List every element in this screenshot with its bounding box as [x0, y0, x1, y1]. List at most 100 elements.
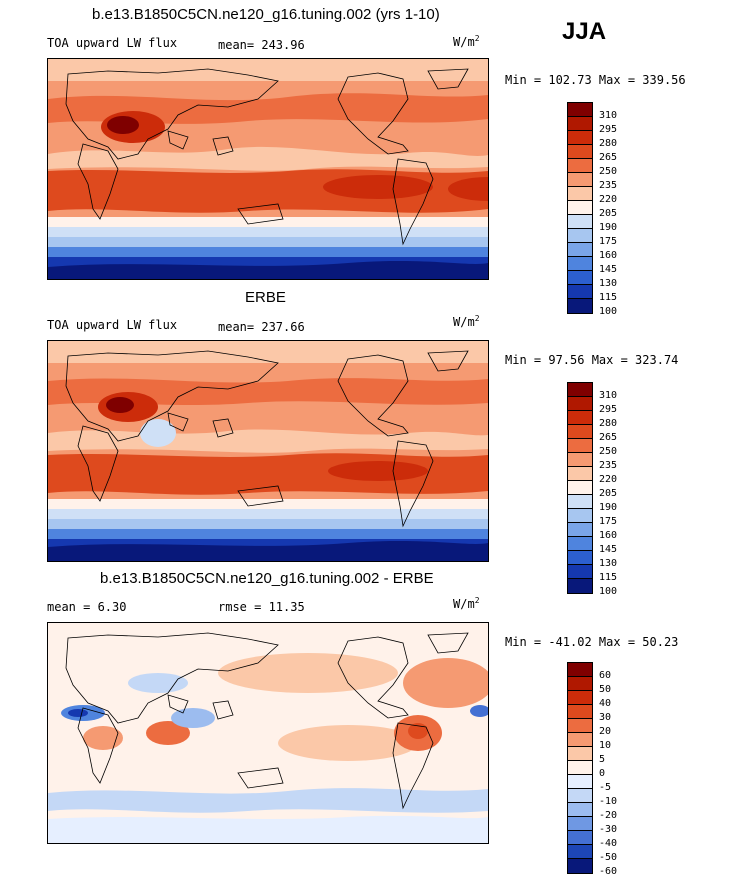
- panel1-band-145: [48, 247, 488, 257]
- panel2-itcz-band: [48, 429, 488, 453]
- panel3-swatch-50: [568, 677, 592, 691]
- panel2-level-label: 130: [599, 558, 618, 569]
- panel3-level-label: 0: [599, 768, 606, 779]
- panel3-level-label: -50: [599, 852, 618, 863]
- panel2-colorbar-labels: 310 295 280 265 250 235 220 205 190 175 …: [599, 389, 617, 599]
- panel3-level-label: -20: [599, 810, 618, 821]
- panel2-swatch-175: [568, 509, 592, 523]
- panel1-title: b.e13.B1850C5CN.ne120_g16.tuning.002 (yr…: [92, 6, 440, 23]
- panel3-swatch-10: [568, 733, 592, 747]
- panel2-band-190: [48, 509, 488, 519]
- panel3-level-label: 20: [599, 726, 612, 737]
- panel2-level-label: 160: [599, 530, 618, 541]
- panel2-coastlines: [65, 350, 469, 528]
- panel2-colorbar: [567, 382, 593, 594]
- panel1-arctic-band: [48, 59, 488, 81]
- panel2-title: ERBE: [245, 289, 286, 306]
- panel2-sahara-core: [106, 397, 134, 413]
- panel1-swatch-235: [568, 173, 592, 187]
- panel1-swatch-100: [568, 299, 592, 313]
- panel3-swatch-0: [568, 761, 592, 775]
- panel3-swatch-neg40: [568, 831, 592, 845]
- panel3-colorbar: [567, 662, 593, 874]
- panel1-swatch-220: [568, 187, 592, 201]
- panel2-band-175: [48, 519, 488, 529]
- panel2-variable-label: TOA upward LW flux: [47, 318, 178, 332]
- panel3-swatch-neg20: [568, 803, 592, 817]
- panel2-swatch-190: [568, 495, 592, 509]
- panel2-map: [47, 340, 489, 562]
- panel1-level-label: 205: [599, 208, 618, 219]
- panel3-level-label: -10: [599, 796, 618, 807]
- panel1-sahara-core: [107, 116, 139, 134]
- panel1-level-label: 250: [599, 166, 618, 177]
- panel2-pacific-max: [328, 461, 428, 481]
- panel2-swatch-205: [568, 481, 592, 495]
- panel1-swatch-250: [568, 159, 592, 173]
- panel3-colorbar-labels: 60 50 40 30 20 10 5 0 -5 -10 -20 -30 -40…: [599, 669, 617, 879]
- panel1-variable-label: TOA upward LW flux: [47, 36, 178, 50]
- panel1-minmax: Min = 102.73 Max = 339.56: [505, 73, 686, 87]
- panel1-antarctic-core: [48, 261, 488, 279]
- panel2-units: W/m2: [453, 314, 480, 329]
- panel2-swatch-295: [568, 397, 592, 411]
- panel2-level-label: 205: [599, 488, 618, 499]
- panel1-swatch-295: [568, 117, 592, 131]
- panel1-level-label: 190: [599, 222, 618, 233]
- panel3-map: [47, 622, 489, 844]
- panel3-swatch-neg30: [568, 817, 592, 831]
- panel3-mean-label: mean = 6.30: [47, 600, 127, 614]
- panel3-level-label: -60: [599, 866, 618, 877]
- panel1-colorbar: [567, 102, 593, 314]
- panel2-mean-label: mean= 237.66: [218, 320, 305, 334]
- panel3-level-label: -30: [599, 824, 618, 835]
- panel3-indian-pos: [146, 721, 190, 745]
- panel1-swatch-175: [568, 229, 592, 243]
- panel2-swatch-220: [568, 467, 592, 481]
- panel1-swatch-280: [568, 131, 592, 145]
- panel1-swatch-190: [568, 215, 592, 229]
- panel3-north-atlantic: [403, 658, 488, 708]
- panel3-swatch-5: [568, 747, 592, 761]
- panel3-level-label: 50: [599, 684, 612, 695]
- panel2-level-label: 250: [599, 446, 618, 457]
- panel3-atlantic-neg: [470, 705, 488, 717]
- panel1-pacific-max: [323, 175, 433, 199]
- panel3-level-label: 30: [599, 712, 612, 723]
- panel3-minmax: Min = -41.02 Max = 50.23: [505, 635, 679, 649]
- panel1-level-label: 100: [599, 306, 618, 317]
- panel2-level-label: 265: [599, 432, 618, 443]
- panel1-level-label: 175: [599, 236, 618, 247]
- panel2-minmax: Min = 97.56 Max = 323.74: [505, 353, 679, 367]
- panel3-southern-neg: [48, 788, 488, 813]
- panel2-level-label: 220: [599, 474, 618, 485]
- panel3-level-label: 5: [599, 754, 606, 765]
- panel3-north-pacific: [218, 653, 398, 693]
- panel1-mean-label: mean= 243.96: [218, 38, 305, 52]
- panel3-rmse-label: rmse = 11.35: [218, 600, 305, 614]
- panel1-swatch-160: [568, 243, 592, 257]
- panel1-swatch-265: [568, 145, 592, 159]
- panel3-swatch-neg5: [568, 775, 592, 789]
- panel2-level-label: 295: [599, 404, 618, 415]
- panel1-coastlines: [65, 68, 469, 246]
- panel1-band-175: [48, 237, 488, 247]
- panel3-asia-neg: [128, 673, 188, 693]
- panel2-level-label: 100: [599, 586, 618, 597]
- panel2-swatch-235: [568, 453, 592, 467]
- panel2-antarctic-core: [48, 541, 488, 561]
- panel3-antarctic: [48, 815, 488, 843]
- panel2-swatch-145: [568, 537, 592, 551]
- panel1-units: W/m2: [453, 34, 480, 49]
- panel1-midlat-band: [48, 93, 488, 124]
- panel3-coastlines: [65, 632, 469, 810]
- panel2-swatch-265: [568, 425, 592, 439]
- panel3-swatch-40: [568, 691, 592, 705]
- panel3-level-label: 60: [599, 670, 612, 681]
- panel1-level-label: 310: [599, 110, 618, 121]
- panel3-swatch-30: [568, 705, 592, 719]
- panel2-band-145: [48, 529, 488, 539]
- panel1-swatch-115: [568, 285, 592, 299]
- panel3-level-label: -5: [599, 782, 612, 793]
- panel1-level-label: 295: [599, 124, 618, 135]
